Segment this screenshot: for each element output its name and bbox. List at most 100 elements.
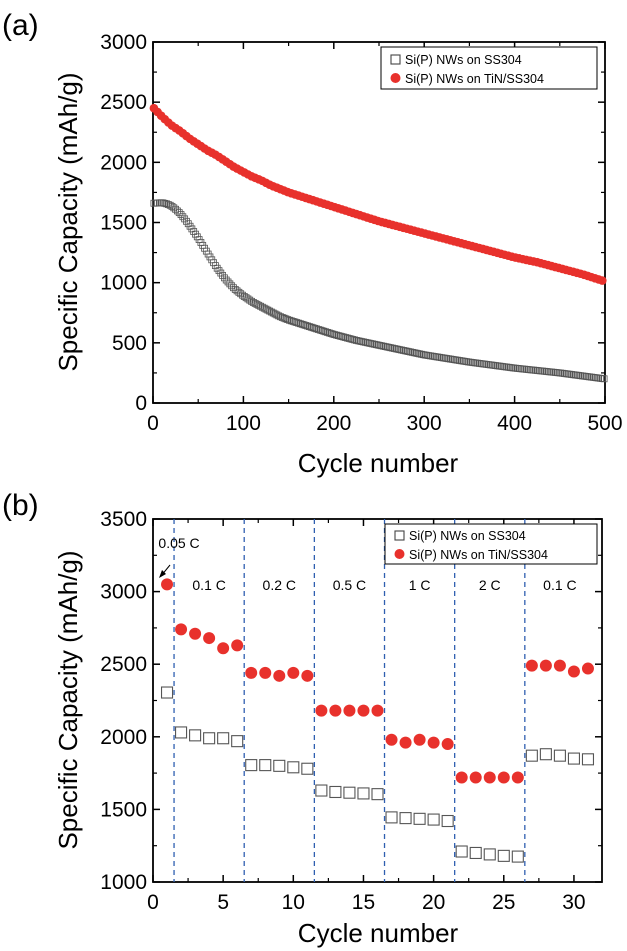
- x-tick-label: 200: [316, 412, 351, 435]
- tick-labels-a: 0 100 200 300 400 500 0 500 1000 1500 2000 2500 3000: [100, 31, 622, 435]
- data-point-ss304: [163, 200, 170, 208]
- y-tick-label: 2000: [100, 151, 147, 174]
- legend-marker-square-b: [394, 530, 405, 541]
- data-point-ss304: [273, 311, 281, 319]
- data-point-ss304: [325, 329, 333, 337]
- data-point-ss304: [278, 314, 286, 321]
- y-tick-label: 0: [135, 392, 147, 415]
- data-point-tin-ss304: [287, 666, 300, 679]
- y-tick-label: 500: [112, 332, 147, 355]
- y-tick-label: 3500: [100, 508, 147, 531]
- data-point-ss304: [385, 811, 398, 824]
- data-point-ss304: [315, 326, 322, 333]
- series-ss304-a: [150, 199, 608, 383]
- data-point-ss304: [298, 320, 306, 328]
- data-point-tin-ss304: [371, 704, 384, 717]
- legend-a: Si(P) NWs on SS304 Si(P) NWs on TiN/SS30…: [380, 46, 598, 90]
- legend-marker-circle-b: [394, 549, 405, 559]
- data-point-ss304: [327, 330, 335, 337]
- data-point-ss304: [287, 317, 295, 325]
- series-ss304-b: [160, 686, 595, 863]
- data-point-ss304: [280, 314, 288, 322]
- data-point-tin-ss304: [539, 659, 552, 672]
- x-axis-label-b: Cycle number: [298, 918, 459, 948]
- data-point-tin-ss304: [553, 659, 566, 672]
- y-tick-label: 1500: [100, 212, 147, 235]
- rate-label: 0.1 C: [543, 577, 576, 593]
- data-point-ss304: [174, 207, 181, 215]
- data-point-ss304: [300, 321, 308, 329]
- data-point-ss304: [161, 199, 169, 207]
- data-point-tin-ss304: [427, 736, 440, 749]
- data-point-ss304: [215, 267, 223, 275]
- x-tick-label: 0: [147, 412, 159, 435]
- data-point-ss304: [311, 324, 319, 332]
- data-point-ss304: [322, 328, 330, 336]
- rate-arrow-head-b: [159, 570, 166, 578]
- data-point-ss304: [309, 324, 317, 332]
- data-point-ss304: [228, 282, 236, 290]
- data-point-ss304: [334, 332, 342, 340]
- data-point-ss304: [244, 295, 252, 303]
- y-tick-label: 3000: [100, 31, 147, 54]
- data-point-ss304: [539, 748, 552, 761]
- data-point-ss304: [213, 264, 221, 272]
- panel-label-b: (b): [2, 489, 39, 522]
- data-point-ss304: [245, 759, 258, 772]
- data-point-ss304: [302, 322, 310, 329]
- data-point-ss304: [399, 812, 412, 825]
- data-point-tin-ss304: [245, 666, 258, 679]
- data-point-tin-ss304: [357, 704, 370, 717]
- legend-box-b: [384, 523, 598, 565]
- data-point-ss304: [469, 846, 482, 860]
- chart-panel-a: (a) 0 100 200 300 400 500 0 500 1000 1500 2000 2500…: [2, 9, 623, 478]
- data-point-tin-ss304: [413, 733, 426, 746]
- axis-ticks-b: [152, 518, 602, 883]
- data-point-ss304: [351, 336, 358, 344]
- data-point-tin-ss304: [455, 771, 468, 784]
- rate-dividers-b: [173, 519, 526, 882]
- legend-label-tin-ss304-a: Si(P) NWs on TiN/SS304: [405, 72, 544, 86]
- x-tick-label: 30: [562, 891, 585, 914]
- data-point-ss304: [183, 217, 190, 225]
- data-point-ss304: [175, 209, 183, 217]
- rate-label: 0.5 C: [333, 577, 366, 593]
- data-point-tin-ss304: [567, 665, 580, 678]
- y-axis-label-a: Specific Capacity (mAh/g): [53, 72, 83, 371]
- data-point-tin-ss304: [469, 771, 482, 784]
- rate-label: 0.2 C: [263, 577, 296, 593]
- x-tick-label: 500: [587, 412, 622, 435]
- data-point-ss304: [221, 274, 228, 282]
- data-point-ss304: [324, 328, 331, 336]
- rate-labels-b: 0.05 C 0.1 C 0.2 C 0.5 C 1 C 2 C 0.1 C: [158, 535, 576, 593]
- data-point-ss304: [240, 293, 248, 300]
- data-point-tin-ss304: [441, 738, 454, 751]
- data-point-tin-ss304: [175, 623, 188, 636]
- x-axis-label-a: Cycle number: [298, 448, 459, 478]
- data-point-tin-ss304: [511, 771, 524, 784]
- data-point-tin-ss304: [343, 704, 356, 717]
- data-point-ss304: [166, 201, 174, 209]
- data-point-ss304: [441, 814, 454, 828]
- data-point-ss304: [525, 749, 538, 762]
- data-point-ss304: [413, 812, 426, 825]
- data-point-tin-ss304: [497, 771, 510, 784]
- y-tick-label: 1000: [100, 272, 147, 295]
- data-point-ss304: [287, 761, 300, 774]
- y-tick-label: 2500: [100, 653, 147, 676]
- data-point-ss304: [295, 319, 302, 327]
- tick-labels-b: 0 5 10 15 20 25 30 1000 1500 2000 2500 3000 3500: [100, 508, 585, 914]
- data-point-ss304: [483, 848, 496, 861]
- data-point-ss304: [301, 762, 314, 775]
- data-point-ss304: [291, 318, 299, 326]
- data-point-ss304: [217, 732, 230, 745]
- data-point-tin-ss304: [385, 733, 398, 746]
- x-tick-label: 10: [282, 891, 305, 914]
- data-point-tin-ss304: [203, 632, 216, 645]
- x-tick-label: 5: [217, 891, 229, 914]
- data-point-ss304: [286, 316, 293, 324]
- data-point-ss304: [345, 335, 353, 342]
- data-point-ss304: [159, 199, 167, 207]
- data-point-ss304: [282, 315, 290, 323]
